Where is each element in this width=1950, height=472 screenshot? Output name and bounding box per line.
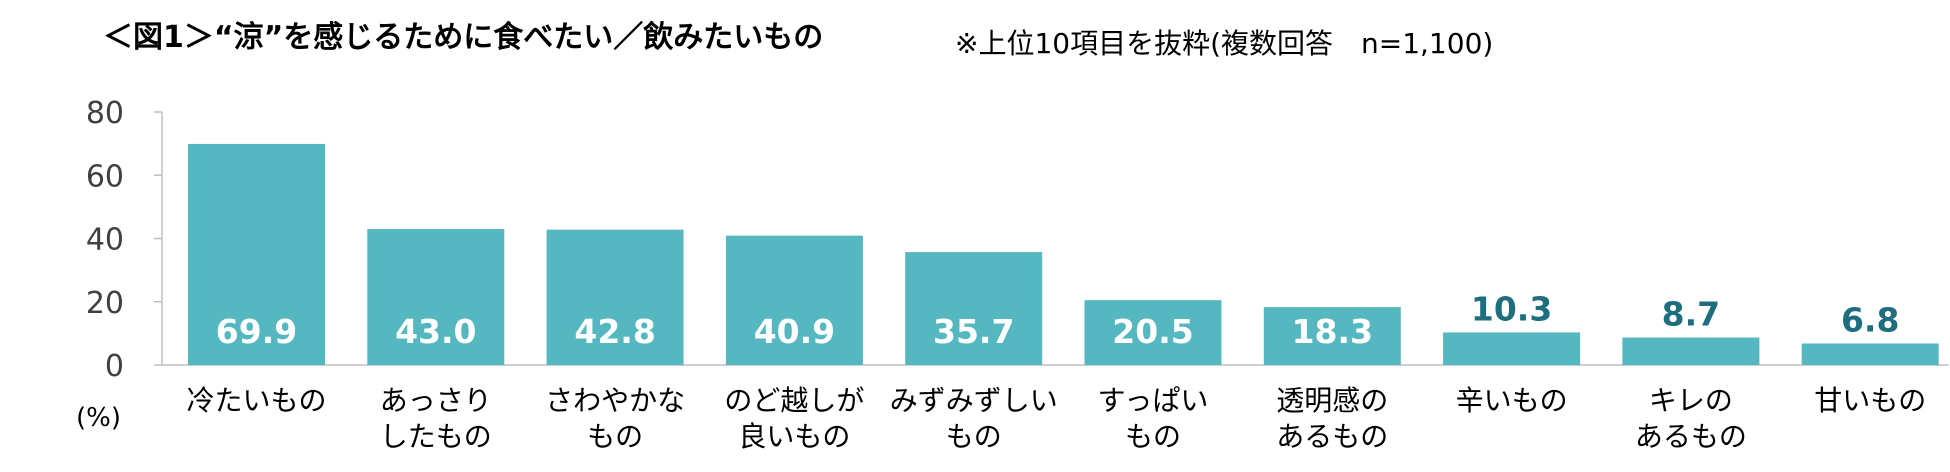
category-label: すっぱい [1098, 384, 1209, 417]
category-label: もの [946, 420, 1002, 453]
value-label: 35.7 [933, 312, 1014, 351]
y-tick-label: 0 [105, 349, 124, 384]
category-label: もの [1125, 420, 1181, 453]
value-label: 69.9 [216, 312, 297, 351]
y-tick-label: 20 [86, 286, 124, 321]
category-label: もの [587, 420, 643, 453]
y-tick-label: 80 [86, 96, 124, 131]
bar [1801, 343, 1939, 365]
category-label: 辛いもの [1456, 384, 1568, 417]
category-label: のど越しが [724, 384, 864, 417]
y-tick-label: 40 [86, 223, 124, 258]
category-label: みずみずしい [890, 384, 1058, 417]
bar [1622, 337, 1760, 365]
value-label: 6.8 [1841, 300, 1899, 339]
value-label: 10.3 [1471, 289, 1552, 328]
bars [188, 143, 1939, 365]
category-label: したもの [380, 420, 492, 453]
category-label: キレの [1649, 384, 1733, 417]
chart-note: ※上位10項目を抜粋(複数回答 n=1,100) [955, 27, 1494, 60]
value-label: 8.7 [1662, 294, 1720, 333]
category-label: あるもの [1635, 420, 1747, 453]
chart-title: ＜図1＞“涼”を感じるために食べたい／飲みたいもの [103, 20, 824, 55]
category-label: 良いもの [738, 420, 850, 453]
y-tick-label: 60 [86, 159, 124, 194]
category-label: あっさり [380, 384, 492, 417]
bar [1263, 307, 1401, 365]
y-unit-label: (%) [76, 403, 121, 433]
value-label: 20.5 [1112, 312, 1193, 351]
value-label: 18.3 [1292, 312, 1373, 351]
category-label: 透明感の [1276, 384, 1388, 417]
bar [905, 252, 1043, 365]
bar [546, 229, 684, 365]
category-label: 甘いもの [1814, 384, 1926, 417]
category-label: さわやかな [545, 384, 685, 417]
bar [1443, 332, 1581, 365]
category-label: あるもの [1276, 420, 1388, 453]
labels: 69.9冷たいもの43.0あっさりしたもの42.8さわやかなもの40.9のど越し… [186, 289, 1926, 453]
category-label: 冷たいもの [186, 384, 326, 417]
value-label: 43.0 [395, 312, 476, 351]
value-label: 42.8 [574, 312, 655, 351]
bar [367, 229, 505, 365]
value-label: 40.9 [754, 312, 835, 351]
bar [1084, 300, 1222, 365]
bar [188, 143, 325, 365]
bar [725, 235, 863, 365]
